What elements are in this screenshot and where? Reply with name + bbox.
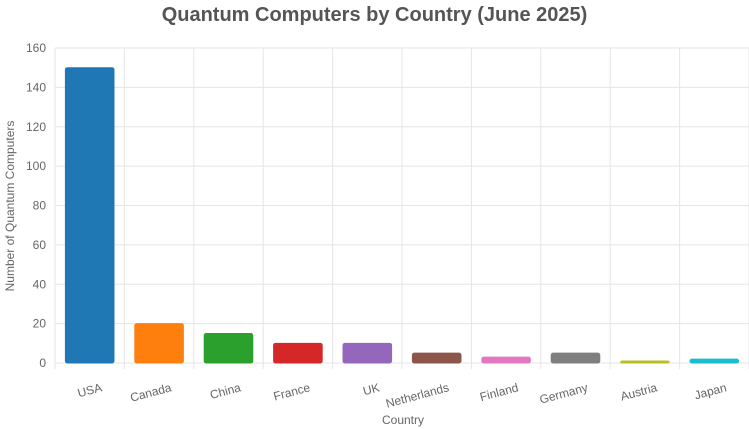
x-tick-label: Germany xyxy=(538,380,589,406)
x-tick-label: Finland xyxy=(478,380,520,404)
bars xyxy=(64,67,740,364)
x-tick-label: Netherlands xyxy=(384,380,450,410)
x-tick-label: France xyxy=(272,380,312,403)
x-axis-label: Country xyxy=(382,413,424,427)
x-tick-label: Canada xyxy=(129,380,174,404)
bar-china[interactable] xyxy=(203,332,254,364)
x-tick-label: Japan xyxy=(693,380,728,402)
bar-germany[interactable] xyxy=(550,352,601,364)
y-axis-label: Number of Quantum Computers xyxy=(3,121,17,292)
y-tick-label: 60 xyxy=(33,238,47,252)
chart-title: Quantum Computers by Country (June 2025) xyxy=(161,4,588,26)
y-tick-label: 160 xyxy=(26,41,46,55)
bar-finland[interactable] xyxy=(481,356,531,364)
y-tick-label: 100 xyxy=(26,159,46,173)
bar-japan[interactable] xyxy=(689,358,740,364)
x-tick-label: USA xyxy=(76,380,103,400)
x-tick-label: China xyxy=(208,380,242,402)
y-tick-label: 0 xyxy=(39,356,46,370)
bar-france[interactable] xyxy=(273,342,323,364)
y-tick-label: 20 xyxy=(33,317,47,331)
bar-austria[interactable] xyxy=(620,360,670,364)
y-tick-label: 40 xyxy=(33,277,47,291)
y-axis-ticks: 0 20 40 60 80 100 120 140 160 xyxy=(26,41,46,370)
y-tick-label: 140 xyxy=(26,80,46,94)
grid-lines xyxy=(54,47,749,369)
x-tick-label: Austria xyxy=(619,380,659,403)
bar-usa[interactable] xyxy=(64,67,115,364)
bar-canada[interactable] xyxy=(134,323,184,364)
y-tick-label: 120 xyxy=(26,120,46,134)
bar-netherlands[interactable] xyxy=(411,352,462,364)
x-tick-label: UK xyxy=(361,380,381,398)
bar-uk[interactable] xyxy=(342,342,393,364)
x-axis-ticks: USA Canada China France UK Netherlands Finland… xyxy=(76,380,728,410)
y-tick-label: 80 xyxy=(33,199,47,213)
